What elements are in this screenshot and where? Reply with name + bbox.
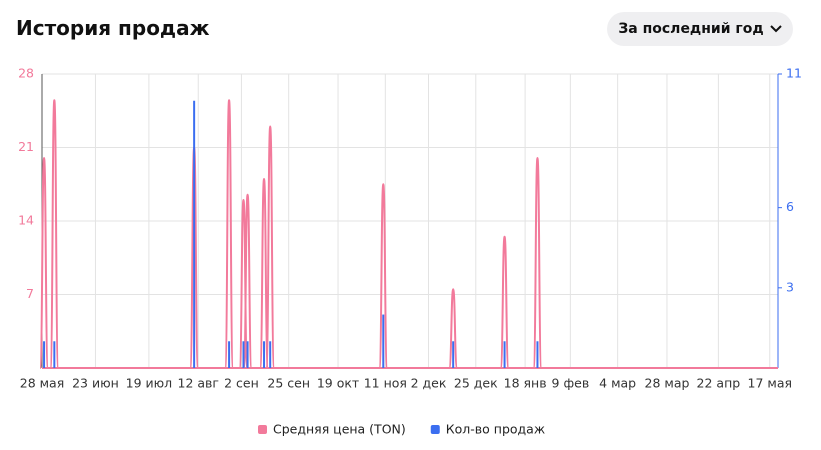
legend-label: Кол-во продаж <box>446 422 545 437</box>
price-spike <box>532 156 543 369</box>
x-tick-label: 19 окт <box>317 376 359 391</box>
y-tick-label: 7 <box>26 286 34 301</box>
x-tick-label: 9 фев <box>552 376 590 391</box>
legend-swatch <box>258 425 267 434</box>
price-spike <box>242 193 253 369</box>
price-spike <box>265 125 276 369</box>
x-tick-label: 28 мар <box>645 376 690 391</box>
price-spike <box>39 156 50 369</box>
y-tick-label: 28 <box>18 66 34 81</box>
y-tick-label: 21 <box>18 139 34 154</box>
legend-swatch <box>430 425 440 434</box>
x-tick-label: 25 сен <box>267 376 310 391</box>
period-button[interactable]: За последний год <box>607 12 793 46</box>
y2-tick-label: 11 <box>786 66 802 81</box>
x-tick-label: 2 дек <box>411 376 447 391</box>
period-label: За последний год <box>618 21 764 37</box>
x-tick-label: 4 мар <box>599 376 636 391</box>
title: История продаж <box>16 16 210 40</box>
price-spike <box>448 288 459 369</box>
x-tick-label: 28 мая <box>20 376 65 391</box>
x-tick-label: 12 авг <box>178 376 219 391</box>
price-spike <box>49 99 60 369</box>
x-tick-label: 17 мая <box>748 376 793 391</box>
x-tick-label: 2 сен <box>224 376 259 391</box>
x-tick-label: 18 янв <box>504 376 547 391</box>
x-tick-label: 23 июн <box>72 376 119 391</box>
x-tick-label: 22 апр <box>697 376 741 391</box>
price-spike <box>224 99 235 369</box>
y2-tick-label: 6 <box>786 199 794 214</box>
y2-tick-label: 3 <box>786 279 794 294</box>
price-spike <box>259 177 270 369</box>
x-tick-label: 25 дек <box>454 376 498 391</box>
x-tick-label: 11 ноя <box>364 376 407 391</box>
chevron <box>769 25 782 33</box>
y-tick-label: 14 <box>18 213 34 228</box>
x-tick-label: 19 июл <box>126 376 173 391</box>
legend-label: Средняя цена (TON) <box>273 422 406 437</box>
price-spike <box>499 235 510 369</box>
price-spike <box>378 183 389 369</box>
